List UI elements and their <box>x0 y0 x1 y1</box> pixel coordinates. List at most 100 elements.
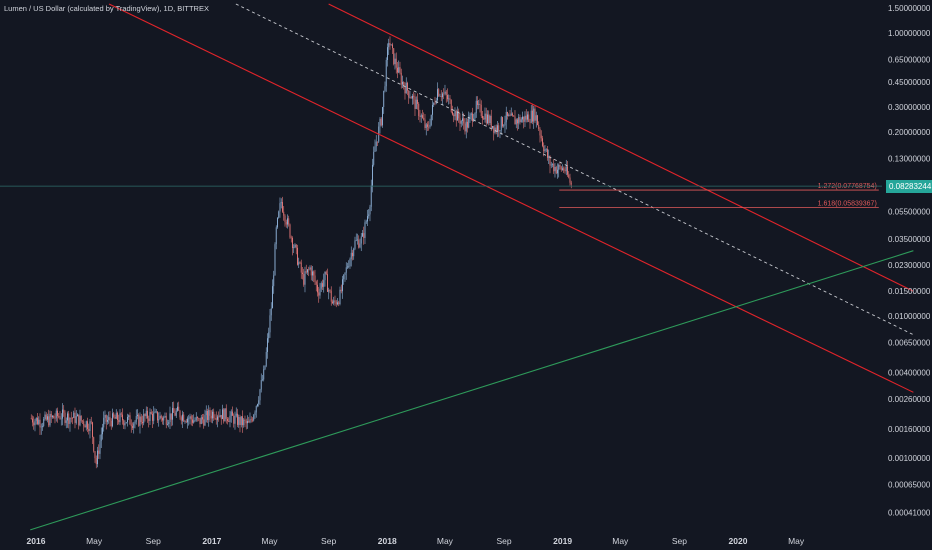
time-axis[interactable]: 2016 May Sep 2017 May Sep 2018 May Sep 2019 May Sep… <box>27 536 805 546</box>
candle-body <box>200 417 202 424</box>
candle-body <box>30 418 32 419</box>
candle-body <box>207 410 208 420</box>
candle-body <box>87 421 88 429</box>
candle-body <box>464 123 466 132</box>
candle-body <box>228 420 230 422</box>
candle-body <box>425 124 427 129</box>
candle-body <box>340 289 342 292</box>
candle-body <box>337 302 338 305</box>
price-axis-label: 0.01500000 <box>888 287 931 296</box>
time-axis-label: May <box>437 536 454 546</box>
candle-body <box>248 421 250 423</box>
candle-body <box>193 420 195 423</box>
candle-body <box>300 262 302 273</box>
price-axis[interactable]: 1.50000000 1.00000000 0.65000000 0.45000000… <box>888 4 931 518</box>
candle-body <box>238 417 240 425</box>
candle-body <box>299 262 301 263</box>
candle-body <box>133 423 135 428</box>
price-axis-label: 0.00260000 <box>888 395 931 404</box>
candle-body <box>342 279 343 292</box>
candle-body <box>363 233 365 238</box>
candle-body <box>439 95 441 97</box>
candle-body <box>515 119 517 125</box>
candle-body <box>427 124 428 127</box>
time-axis-label: May <box>86 536 103 546</box>
candle-body <box>77 414 78 417</box>
time-axis-label: May <box>612 536 629 546</box>
candle-body <box>272 286 273 309</box>
candle-body <box>135 416 137 422</box>
candle-body <box>472 113 473 122</box>
candle-body <box>380 118 382 126</box>
candle-body <box>453 114 455 117</box>
candle-body <box>212 411 213 419</box>
candle-body <box>292 237 293 248</box>
price-axis-label: 0.05500000 <box>888 207 931 216</box>
candle-body <box>198 418 200 419</box>
candle-body <box>564 170 566 172</box>
candle-body <box>552 163 553 165</box>
candle-body <box>355 240 357 241</box>
candle-body <box>420 115 422 117</box>
candle-body <box>559 164 561 167</box>
candle-body <box>510 113 512 116</box>
candle-body <box>172 408 173 420</box>
candle-body <box>99 441 101 454</box>
candle-body <box>350 252 352 259</box>
candle-body <box>185 421 187 423</box>
candle-body <box>130 424 132 427</box>
candle-body <box>477 100 478 105</box>
candle-body <box>140 416 142 423</box>
candle-body <box>38 419 40 424</box>
candle-body <box>32 418 33 423</box>
candle-body <box>259 389 261 401</box>
candle-body <box>188 418 190 420</box>
candle-body <box>545 149 547 150</box>
candle-body <box>160 415 162 419</box>
candle-body <box>144 414 146 417</box>
candle-body <box>128 415 130 417</box>
candle-body <box>48 416 50 426</box>
candle-body <box>68 413 70 424</box>
candle-body <box>489 115 491 124</box>
candle-body <box>125 422 127 424</box>
candle-body <box>120 413 122 415</box>
time-axis-label: 2020 <box>729 536 748 546</box>
candle-body <box>303 274 305 285</box>
price-axis-label: 0.00400000 <box>888 369 931 378</box>
candle-body <box>219 415 221 417</box>
candle-body <box>255 406 257 413</box>
candle-body <box>194 420 196 421</box>
candle-body <box>444 91 446 94</box>
candle-body <box>443 93 445 95</box>
candle-body <box>332 301 333 304</box>
candle-body <box>354 240 356 249</box>
candle-body <box>345 267 347 273</box>
candle-body <box>218 416 220 418</box>
candle-body <box>67 413 68 421</box>
candle-body <box>400 72 402 85</box>
candle-body <box>314 275 316 282</box>
candle-body <box>488 114 490 124</box>
candle-body <box>167 424 168 425</box>
candle-body <box>565 166 567 172</box>
candle-body <box>65 420 67 423</box>
candle-body <box>143 414 145 424</box>
candle-body <box>263 369 265 380</box>
candle-body <box>247 421 248 424</box>
candle-body <box>352 252 353 257</box>
candle-body <box>322 283 323 287</box>
candle-body <box>409 97 411 99</box>
candle-body <box>95 458 97 465</box>
candle-body <box>154 411 156 413</box>
candle-body <box>257 404 258 407</box>
candle-body <box>253 415 255 421</box>
candle-body <box>323 280 325 287</box>
candle-body <box>107 419 108 422</box>
candle-body <box>90 421 92 423</box>
candle-body <box>455 110 457 121</box>
candle-body <box>179 410 181 418</box>
candle-body <box>462 118 463 121</box>
candle-body <box>333 300 335 304</box>
